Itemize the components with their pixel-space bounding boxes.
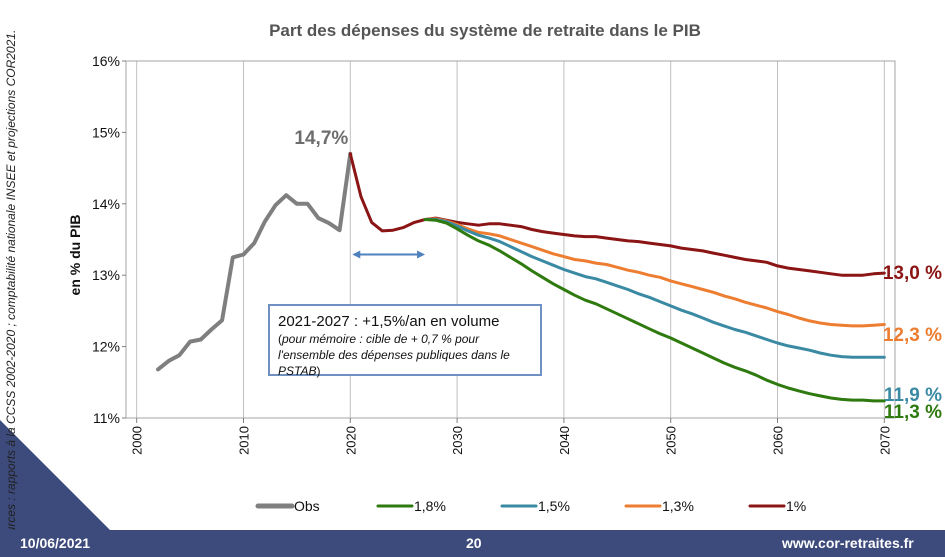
chart-title: Part des dépenses du système de retraite… [269, 21, 701, 40]
footer-page-number: 20 [466, 535, 482, 551]
axes: 2000 2010 2020 2030 2040 2050 2060 207011%12%13… [92, 53, 896, 455]
footer-date: 10/06/2021 [20, 535, 91, 551]
series-line-1-5- [423, 218, 886, 359]
annotation-note: (pour mémoire : cible de + 0,7 % pour l'… [278, 331, 532, 379]
peak-label: 14,7% [294, 128, 348, 149]
x-tick-label: 2060 [771, 426, 786, 455]
range-arrow-head-right [417, 250, 426, 259]
plot-frame [125, 60, 896, 419]
legend-label: Obs [294, 498, 320, 514]
annotation-main-text: 2021-2027 : +1,5%/an en volume [278, 313, 500, 330]
x-tick-label: 2050 [664, 426, 679, 455]
y-tick-label: 12% [92, 339, 120, 355]
series-line-1-8- [423, 218, 886, 403]
end-label: 11,9 % [884, 385, 942, 406]
footer-url: www.cor-retraites.fr [782, 535, 914, 551]
annotation-paren-close: ) [316, 364, 321, 378]
y-tick-label: 16% [92, 53, 120, 69]
legend: Obs 1,8% 1,5% 1,3% 1% [255, 498, 806, 514]
x-tick-label: 2070 [877, 426, 892, 455]
end-label: 13,0 % [883, 263, 942, 284]
y-axis-label: en % du PIB [67, 215, 83, 296]
footer-bar [0, 530, 945, 557]
end-label: 11,3 % [884, 402, 942, 423]
x-tick-label: 2030 [450, 426, 465, 455]
x-tick-label: 2040 [557, 426, 572, 455]
series-lines [156, 151, 886, 403]
x-tick-label: 2000 [130, 426, 145, 455]
x-tick-label: 2020 [343, 426, 358, 455]
legend-label: 1% [786, 498, 806, 514]
range-arrow-head-left [352, 250, 361, 259]
x-tick-label: 2010 [236, 426, 251, 455]
corner-decoration [0, 420, 110, 530]
annotation-note-text: pour mémoire : cible de + 0,7 % pour l'e… [278, 332, 510, 378]
y-tick-label: 14% [92, 196, 120, 212]
annotation-box: 2021-2027 : +1,5%/an en volume (pour mém… [268, 304, 542, 379]
series-line-1-3- [423, 217, 886, 328]
sources-note: Sources : rapports à la CCSS 2002-2020 ;… [4, 29, 18, 548]
series-line-Obs [156, 151, 353, 372]
y-tick-label: 15% [92, 124, 120, 140]
grid [136, 61, 885, 418]
series-line-1- [348, 152, 886, 277]
data-labels: 14,7% 13,0 % 12,3 % 11,9 %11,3 % [294, 128, 942, 423]
legend-label: 1,5% [538, 498, 570, 514]
annotation-paren-open: ( [278, 332, 282, 346]
legend-label: 1,3% [662, 498, 694, 514]
legend-label: 1,8% [414, 498, 446, 514]
end-label: 12,3 % [883, 325, 942, 346]
y-tick-label: 13% [92, 267, 120, 283]
